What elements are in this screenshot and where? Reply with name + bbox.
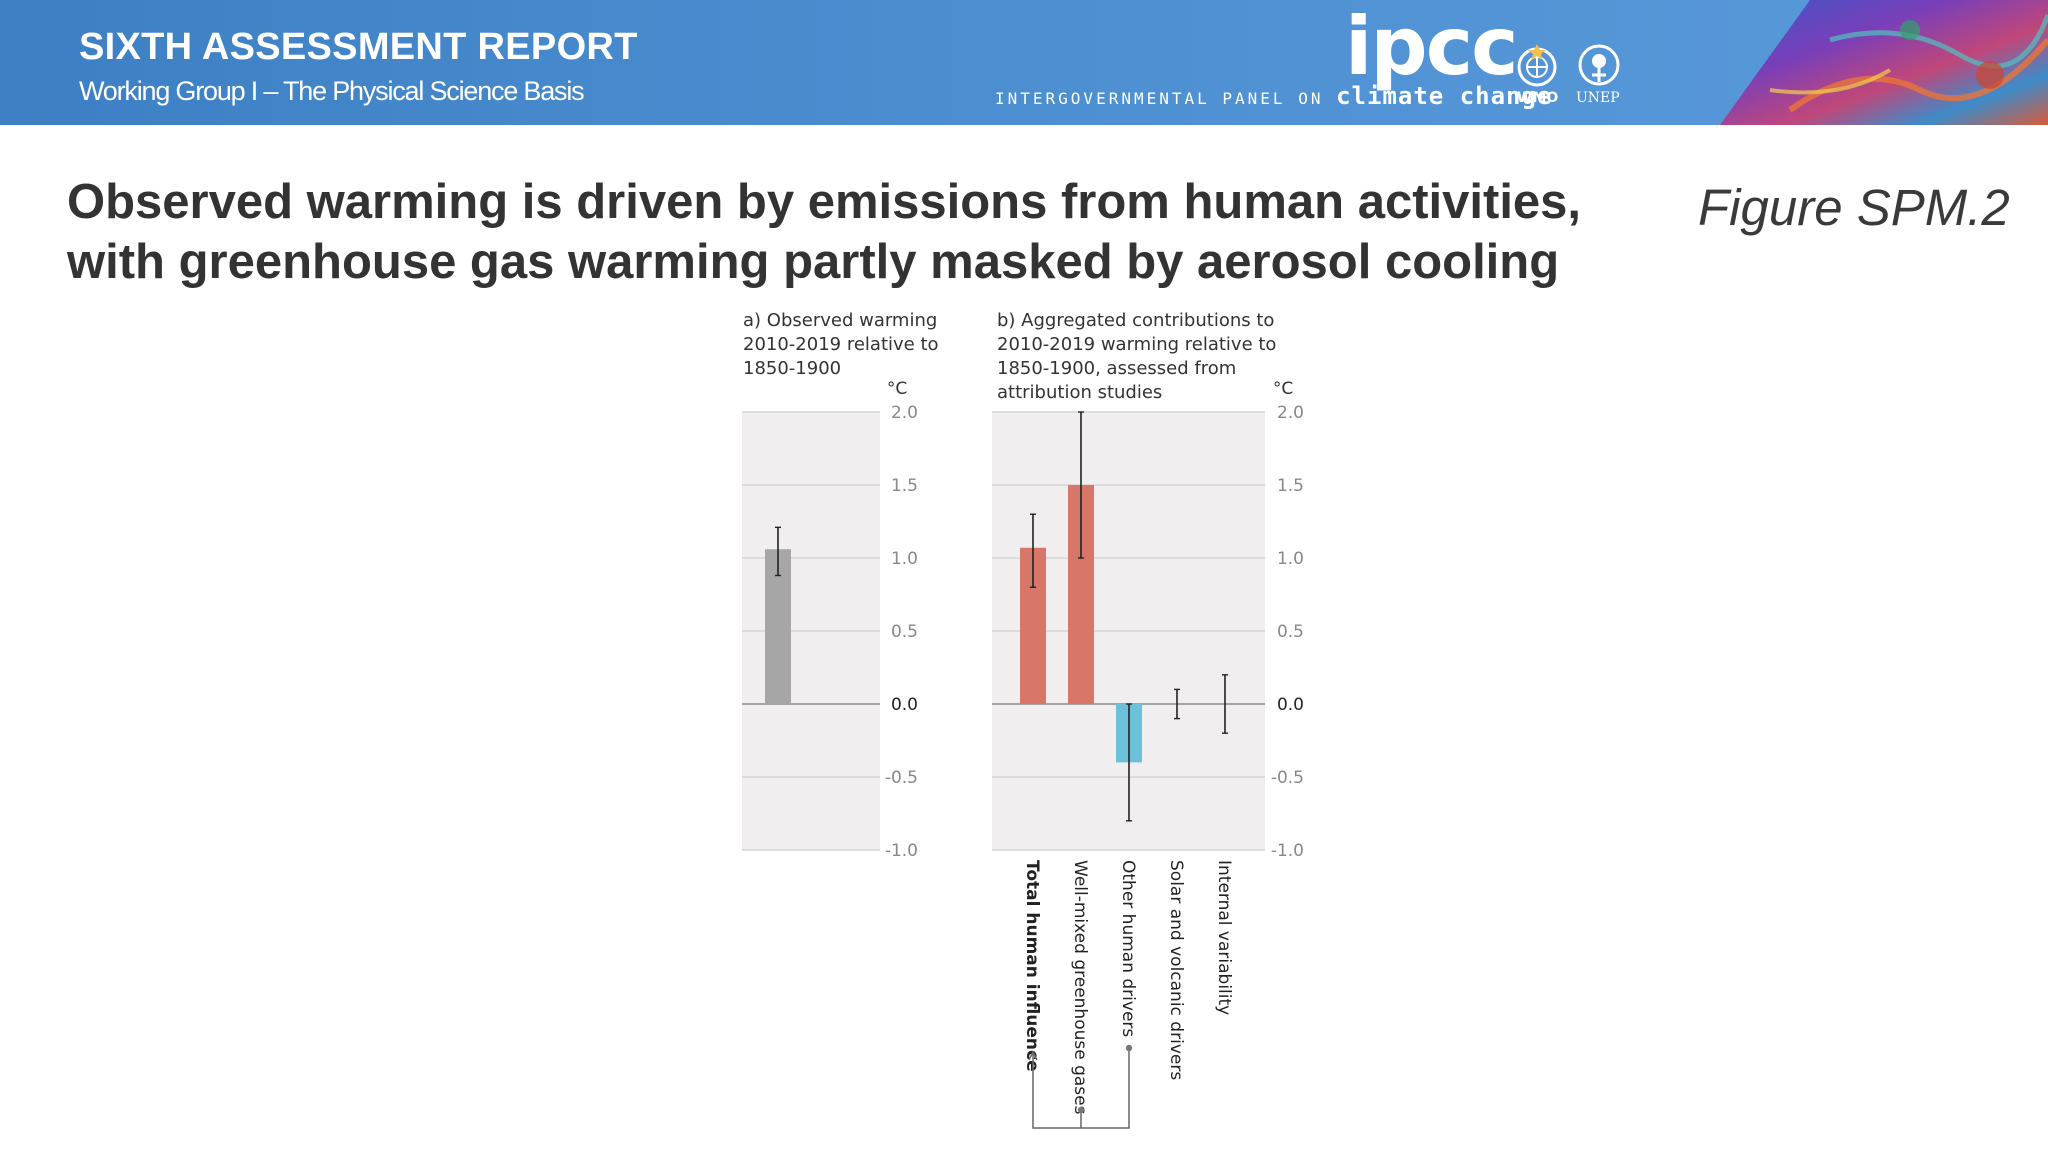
wmo-label: WMO xyxy=(1517,90,1559,106)
panel-0-ytick-label: 0.0 xyxy=(891,695,918,715)
panel-1-category-label-0: Total human influence xyxy=(1022,860,1042,1072)
panel-1-ytick-label: -1.0 xyxy=(1271,841,1304,861)
panel-1-title-line: b) Aggregated contributions to xyxy=(997,310,1274,331)
panel-0-ytick-label: 1.0 xyxy=(891,549,918,569)
panel-1-title-line: attribution studies xyxy=(997,382,1162,403)
header-banner: SIXTH ASSESSMENT REPORT Working Group I … xyxy=(0,0,2048,125)
panel-0-title-line: a) Observed warming xyxy=(743,310,937,331)
grouping-dot-other xyxy=(1125,1044,1133,1052)
report-title: SIXTH ASSESSMENT REPORT xyxy=(79,26,638,68)
panel-0-title-line: 1850-1900 xyxy=(743,358,841,379)
panel-1-title-line: 1850-1900, assessed from xyxy=(997,358,1236,379)
slide-title-line2: with greenhouse gas warming partly maske… xyxy=(67,235,1560,289)
grouping-dot-greenhouse xyxy=(1077,1106,1085,1114)
panel-1-ytick-label: -0.5 xyxy=(1271,768,1304,788)
panel-0-unit-label: °C xyxy=(887,379,907,399)
figure-spm2: a) Observed warming 2010-2019 relative to… xyxy=(742,310,1304,1129)
panel-0-ytick-label: 0.5 xyxy=(891,622,918,642)
panel-0-title-line: 2010-2019 relative to xyxy=(743,334,939,355)
panel-1-category-label-4: Internal variability xyxy=(1214,860,1234,1015)
panel-1-ytick-label: 0.5 xyxy=(1277,622,1304,642)
panel-0-ytick-label: -0.5 xyxy=(885,768,918,788)
grouping-arrowhead xyxy=(1028,1050,1038,1061)
ipcc-org-name: INTERGOVERNMENTAL PANEL ON climate chang… xyxy=(995,82,1552,110)
org-name-prefix: INTERGOVERNMENTAL PANEL ON xyxy=(995,89,1324,108)
panel-0-ytick-label: -1.0 xyxy=(885,841,918,861)
slide-title-line1: Observed warming is driven by emissions … xyxy=(67,175,1582,229)
panel-0-ytick-label: 1.5 xyxy=(891,476,918,496)
report-subtitle: Working Group I – The Physical Science B… xyxy=(79,76,585,106)
panel-1-title-line: 2010-2019 warming relative to xyxy=(997,334,1276,355)
panel-1-unit-label: °C xyxy=(1273,379,1293,399)
ipcc-logo: ipcc xyxy=(1345,0,1519,93)
banner-artwork xyxy=(1720,0,2048,125)
panel-1-ytick-label: 0.0 xyxy=(1277,695,1304,715)
wmo-emblem-icon xyxy=(1517,44,1557,87)
panel-0-ytick-label: 2.0 xyxy=(891,403,918,423)
panel-1-category-label-3: Solar and volcanic drivers xyxy=(1166,860,1186,1080)
unep-label: UNEP xyxy=(1576,90,1620,106)
org-name-suffix: climate change xyxy=(1336,82,1553,110)
slide-title: Observed warming is driven by emissions … xyxy=(67,172,1687,292)
panel-1-category-label-2: Other human drivers xyxy=(1118,860,1138,1037)
panel-1-ytick-label: 2.0 xyxy=(1277,403,1304,423)
panel-1-ytick-label: 1.5 xyxy=(1277,476,1304,496)
figure-reference: Figure SPM.2 xyxy=(1698,179,2010,236)
unep-emblem-icon xyxy=(1578,44,1620,86)
panel-1-category-label-1: Well-mixed greenhouse gases xyxy=(1070,860,1090,1115)
panel-1-ytick-label: 1.0 xyxy=(1277,549,1304,569)
